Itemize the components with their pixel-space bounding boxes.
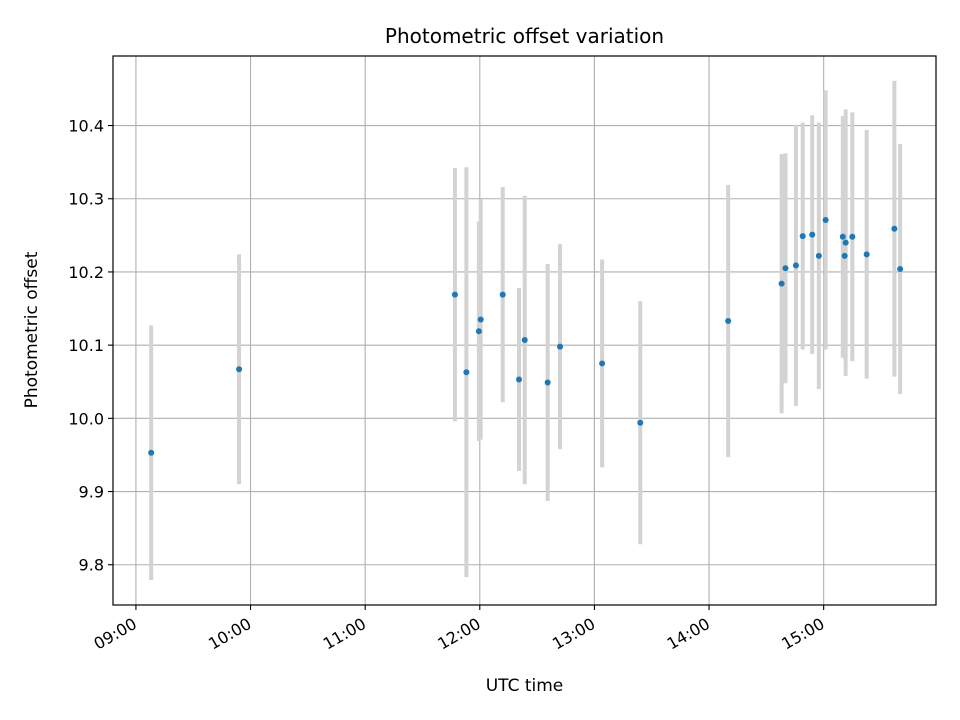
data-point xyxy=(463,369,470,376)
y-axis-label: Photometric offset xyxy=(22,251,42,408)
data-point xyxy=(475,328,482,335)
data-point xyxy=(599,360,606,367)
y-tick-label: 10.4 xyxy=(68,117,104,136)
data-point xyxy=(897,266,904,273)
data-points xyxy=(148,216,904,456)
data-point xyxy=(477,316,484,323)
data-point xyxy=(849,233,856,240)
data-point xyxy=(637,419,644,426)
data-point xyxy=(891,225,898,232)
data-point xyxy=(842,239,849,246)
data-point xyxy=(544,379,551,386)
data-point xyxy=(822,216,829,223)
data-point xyxy=(451,291,458,298)
y-tick-label: 10.2 xyxy=(68,263,104,282)
y-tick-label: 9.9 xyxy=(79,483,104,502)
data-point xyxy=(236,366,243,373)
x-axis-label: UTC time xyxy=(486,676,564,696)
y-axis-ticks: 9.8 9.9 10.0 10.1 10.2 10.3 10.4 xyxy=(68,117,113,575)
y-tick-label: 10.0 xyxy=(68,409,104,428)
data-point xyxy=(778,280,785,287)
data-point xyxy=(841,252,848,259)
data-point xyxy=(515,376,522,383)
plot-frame xyxy=(112,55,937,606)
y-tick-label: 10.3 xyxy=(68,190,104,209)
data-point xyxy=(799,233,806,240)
y-tick-label: 10.1 xyxy=(68,336,104,355)
data-point xyxy=(809,231,816,238)
data-point xyxy=(863,251,870,258)
data-point xyxy=(725,317,732,324)
data-point xyxy=(557,343,564,350)
data-point xyxy=(521,337,528,344)
y-tick-label: 9.8 xyxy=(79,556,104,575)
data-point xyxy=(792,262,799,269)
data-point xyxy=(782,265,789,272)
data-point xyxy=(839,233,846,240)
data-point xyxy=(148,449,155,456)
data-point xyxy=(499,291,506,298)
data-point xyxy=(815,252,822,259)
chart-title: Photometric offset variation xyxy=(385,24,664,48)
